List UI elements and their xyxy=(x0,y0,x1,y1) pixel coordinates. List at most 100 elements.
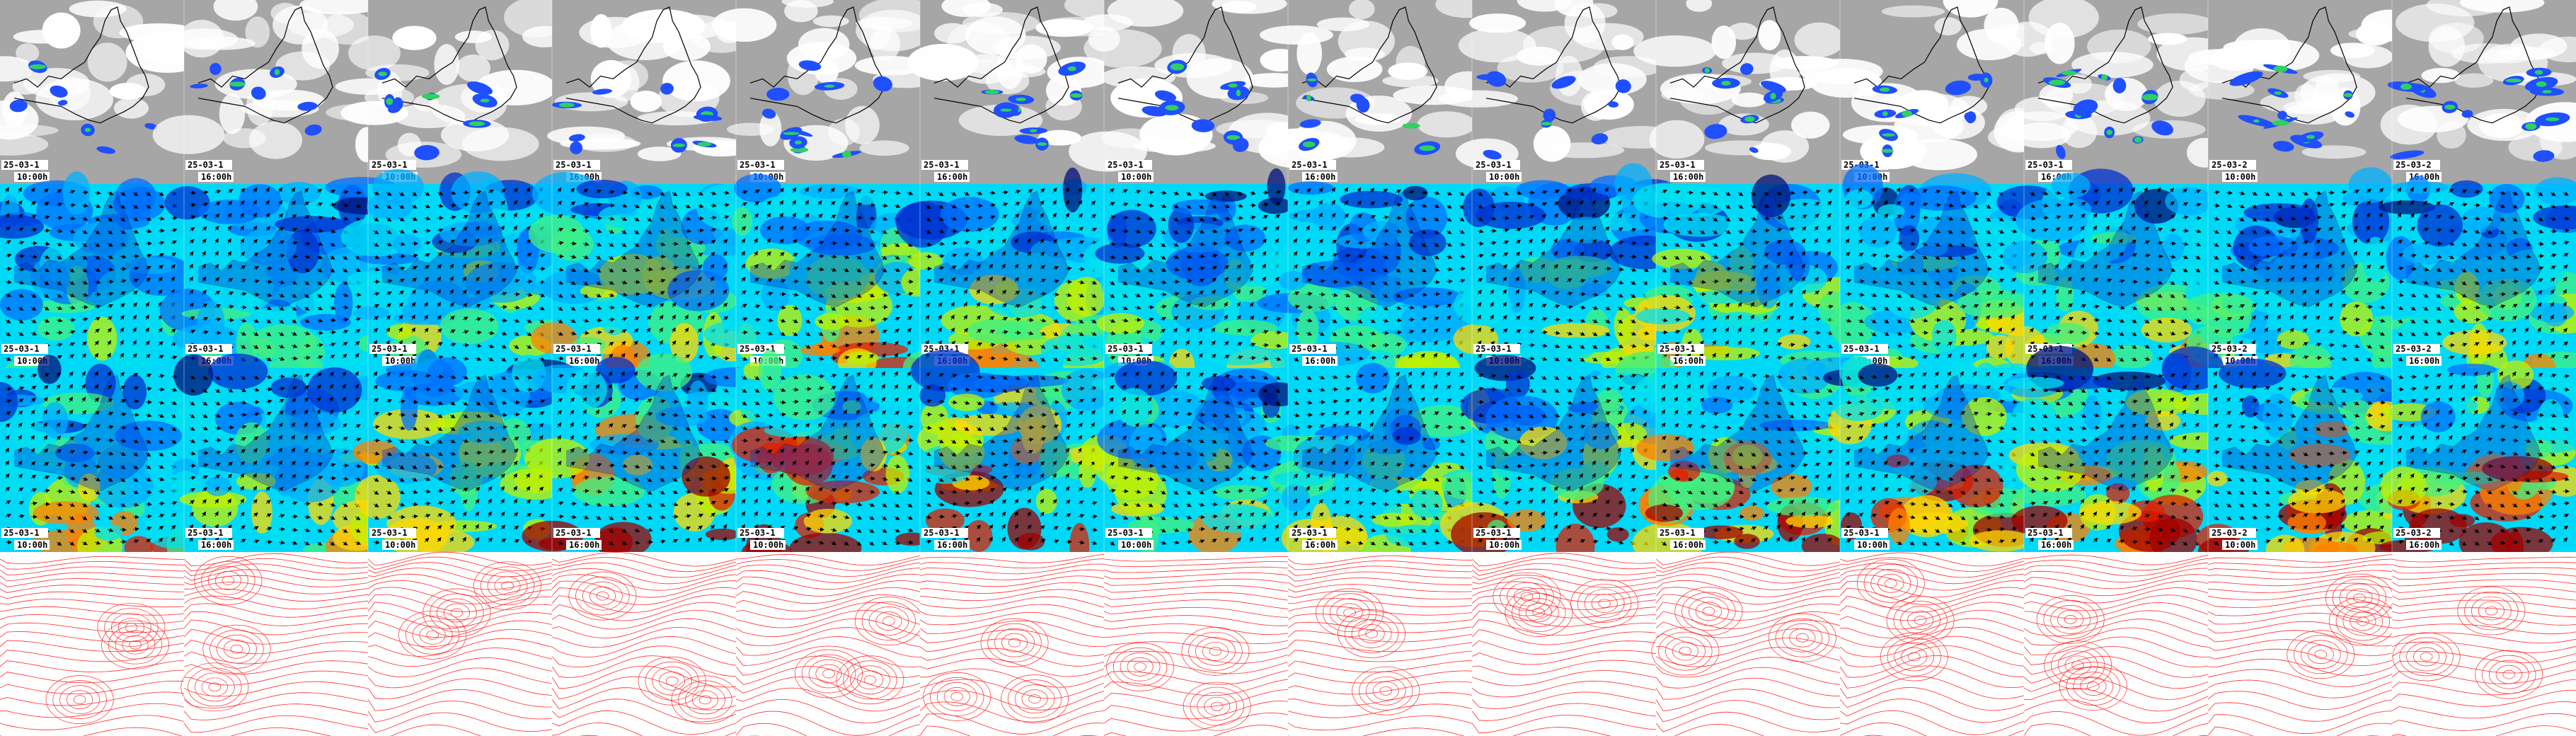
wind-speed-patch xyxy=(761,195,807,214)
cloud-patch xyxy=(1533,125,1571,162)
timestamp-time: 16:00h xyxy=(937,172,967,182)
precip-core xyxy=(1030,129,1037,132)
wind-speed-patch xyxy=(334,282,353,324)
cloud-patch xyxy=(1934,17,1962,35)
timestamp-date: 25-03-1 xyxy=(372,160,408,170)
precip-core xyxy=(1307,78,1317,81)
wind-tile: 25-03-116:00h xyxy=(1632,174,1871,385)
precip-core xyxy=(2444,104,2456,110)
wind-arrow-icon xyxy=(766,304,774,309)
cloud-patch xyxy=(2284,103,2343,125)
cloud-patch xyxy=(996,48,1024,89)
precip-core xyxy=(2134,137,2142,143)
wind-speed-patch xyxy=(2051,172,2091,199)
wind-arrow-icon xyxy=(805,266,812,271)
wind-speed-patch xyxy=(815,313,848,330)
precip-core xyxy=(468,121,485,127)
wind-speed-patch xyxy=(1556,337,1596,360)
timestamp-time: 16:00h xyxy=(2409,356,2439,366)
timestamp-date: 25-03-1 xyxy=(556,344,592,354)
timestamp-date: 25-03-1 xyxy=(1844,344,1880,354)
wind-speed-patch xyxy=(2110,345,2154,369)
wind-speed-patch xyxy=(173,354,214,396)
timestamp-date: 25-03-2 xyxy=(2212,344,2248,354)
wind-arrow-icon xyxy=(557,514,564,519)
precip-core xyxy=(1402,123,1420,129)
cloud-patch xyxy=(2087,29,2151,64)
precip-core xyxy=(1881,149,1894,153)
timestamp-date: 25-03-1 xyxy=(556,160,592,170)
wind-speed-patch xyxy=(320,352,369,368)
timestamp-date: 25-03-2 xyxy=(2212,160,2248,170)
cloud-patch xyxy=(178,20,224,58)
cloud-patch xyxy=(1633,35,1717,67)
wind-speed-patch xyxy=(1312,202,1346,231)
precip-core xyxy=(1882,133,1895,137)
wind-speed-patch xyxy=(2417,204,2463,247)
cloud-patch xyxy=(2510,33,2568,59)
cloud-patch xyxy=(1611,34,1634,50)
wind-speed-patch xyxy=(94,524,123,541)
cloud-patch xyxy=(1705,140,1782,156)
wind-speed-patch xyxy=(33,501,99,525)
cloud-patch xyxy=(1881,5,1945,18)
wind-speed-patch xyxy=(1401,299,1463,343)
wind-speed-patch xyxy=(705,529,740,541)
wind-speed-patch xyxy=(967,318,1028,344)
precip-core xyxy=(1016,97,1027,102)
wind-arrow-icon xyxy=(1275,330,1282,335)
precip-core xyxy=(1165,105,1179,111)
wind-speed-patch xyxy=(1066,277,1106,317)
wind-speed-patch xyxy=(2362,236,2388,282)
cloud-tile: 25-03-210:00h xyxy=(2184,0,2420,184)
wind-speed-patch xyxy=(1859,215,1897,248)
precip-core xyxy=(1744,116,1755,122)
timestamp-time: 10:00h xyxy=(17,172,47,182)
cloud-patch xyxy=(2137,13,2215,35)
cloud-patch xyxy=(1083,29,1162,68)
precip-core xyxy=(2253,119,2260,123)
wind-tile: 25-03-116:00h xyxy=(1257,181,1479,383)
wind-speed-patch xyxy=(2185,292,2256,321)
wind-speed-patch xyxy=(732,207,753,236)
timestamp-time: 10:00h xyxy=(17,540,47,550)
wind-speed-patch xyxy=(372,168,425,205)
timestamp-date: 25-03-1 xyxy=(1476,344,1512,354)
wind-speed-patch xyxy=(845,351,879,364)
precip-core xyxy=(386,98,393,105)
precip-core xyxy=(29,64,47,69)
timestamp-time: 16:00h xyxy=(569,356,599,366)
timestamp-time: 10:00h xyxy=(385,540,415,550)
cloud-patch xyxy=(1649,120,1705,159)
cloud-patch xyxy=(1438,90,1518,108)
cloud-patch xyxy=(248,121,303,159)
timestamp-date: 25-03-1 xyxy=(1660,344,1696,354)
precip-core xyxy=(824,84,835,88)
timestamp-time: 16:00h xyxy=(201,540,231,550)
timestamp-date: 25-03-2 xyxy=(2396,160,2432,170)
wind-tile: 25-03-110:00h xyxy=(703,173,937,377)
precip-core xyxy=(2106,130,2113,135)
precip-core xyxy=(480,98,490,103)
wind-arrow-icon xyxy=(754,317,761,322)
cloud-patch xyxy=(607,64,640,102)
cloud-patch xyxy=(2421,68,2460,84)
precip-core xyxy=(2536,81,2547,87)
precip-core xyxy=(672,143,686,147)
wind-speed-patch xyxy=(62,171,91,215)
wind-arrow-icon xyxy=(570,501,577,506)
timestamp-date: 25-03-1 xyxy=(740,160,776,170)
precip-core xyxy=(274,69,280,76)
wind-speed-patch xyxy=(687,380,708,420)
precip-core xyxy=(1000,108,1012,112)
cloud-patch xyxy=(1396,45,1425,79)
wind-speed-patch xyxy=(2016,198,2088,242)
cloud-patch xyxy=(1316,17,1370,32)
cloud-patch xyxy=(434,44,459,86)
precip-core xyxy=(2101,74,2108,81)
cloud-patch xyxy=(1758,20,1781,51)
wind-speed-patch xyxy=(1475,202,1546,229)
cloud-patch xyxy=(245,16,270,48)
wind-speed-patch xyxy=(2043,323,2090,345)
wind-tile: 25-03-116:00h xyxy=(895,167,1129,384)
